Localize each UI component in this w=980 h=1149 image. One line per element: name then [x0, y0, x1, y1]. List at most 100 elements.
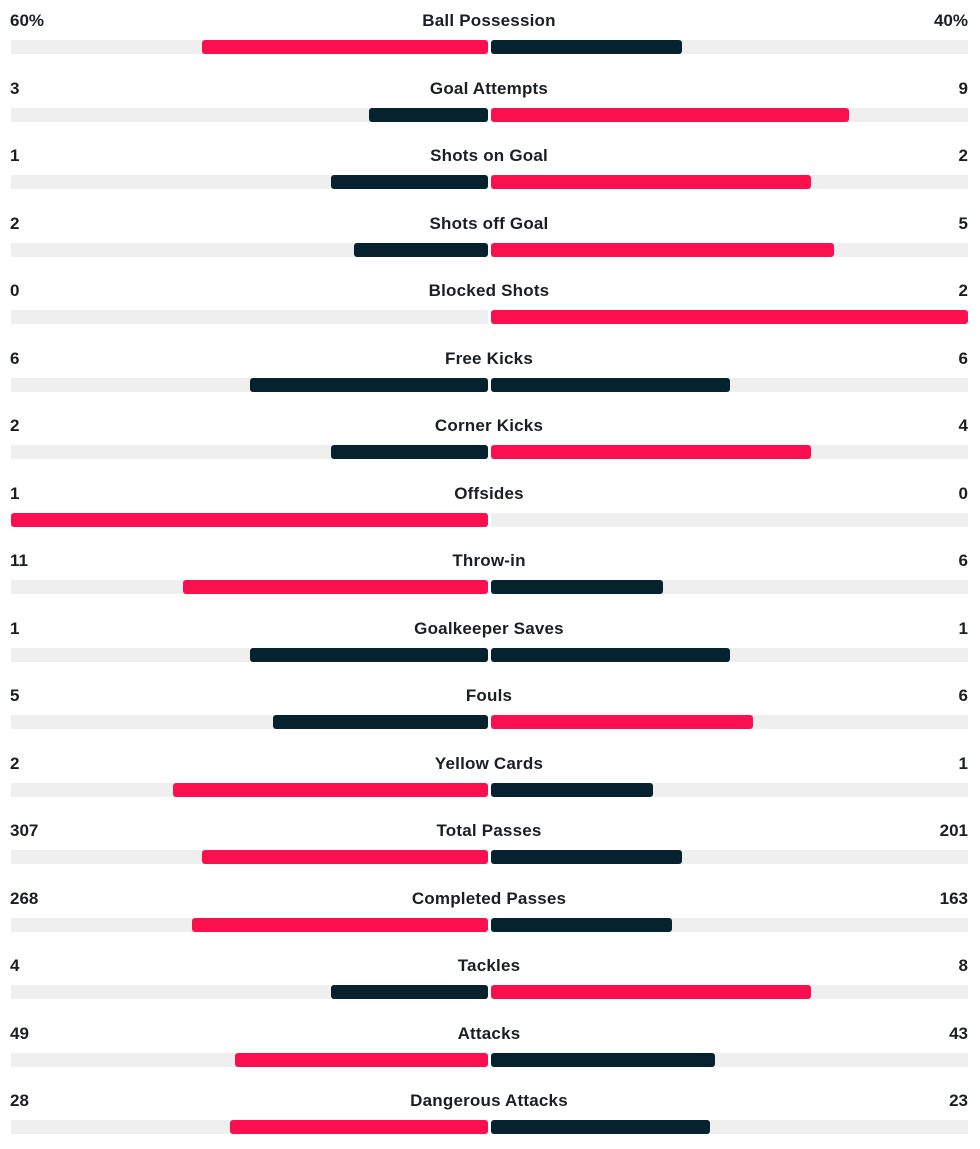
home-bar [330, 985, 488, 999]
home-value: 60% [10, 11, 45, 30]
stat-label: Completed Passes [411, 888, 567, 908]
home-value: 1 [10, 483, 20, 503]
away-bar [491, 445, 811, 459]
stat-label: Dangerous Attacks [410, 1091, 568, 1110]
home-bar-track [11, 175, 488, 189]
away-value: 9 [958, 78, 968, 98]
away-bar-track [491, 377, 968, 392]
home-bar-track [11, 310, 488, 324]
away-bar-track [491, 175, 968, 189]
away-bar-track [491, 850, 968, 864]
home-bar [182, 580, 488, 594]
home-bar-track [11, 647, 488, 662]
home-value: 2 [10, 416, 20, 435]
away-value: 40% [933, 11, 968, 30]
home-bar [368, 107, 488, 122]
away-bar-track [491, 512, 968, 527]
stat-label: Shots off Goal [429, 213, 549, 233]
away-bar [491, 580, 663, 594]
home-bar [192, 917, 488, 932]
home-value: 4 [10, 956, 20, 975]
stat-label: Goalkeeper Saves [414, 618, 564, 638]
home-bar-track [11, 377, 488, 392]
away-bar [491, 107, 849, 122]
stat-label: Ball Possession [422, 11, 556, 30]
home-value: 5 [10, 686, 20, 705]
stat-row-free-kicks: 6 Free Kicks 6 [0, 338, 980, 392]
stat-label: Free Kicks [445, 348, 533, 368]
home-bar-track [11, 445, 488, 459]
away-bar [491, 917, 673, 932]
away-value: 8 [958, 956, 968, 975]
home-value: 1 [10, 146, 20, 165]
away-bar-track [491, 107, 968, 122]
stat-label: Shots on Goal [430, 146, 548, 165]
stat-label: Fouls [465, 686, 513, 705]
home-bar [11, 512, 488, 527]
away-bar [491, 715, 754, 729]
home-bar [330, 445, 488, 459]
away-bar [491, 175, 811, 189]
home-bar-track [11, 917, 488, 932]
away-bar [491, 310, 968, 324]
away-bar-track [491, 242, 968, 257]
home-bar [273, 715, 488, 729]
stat-row-ball-possession: 60% Ball Possession 40% [0, 0, 980, 54]
home-bar-track [11, 782, 488, 797]
home-bar [235, 1052, 488, 1067]
stat-label: Throw-in [452, 551, 526, 570]
home-bar [330, 175, 488, 189]
stat-label: Blocked Shots [428, 281, 550, 300]
stat-row-throw-in: 11 Throw-in 6 [0, 540, 980, 594]
away-bar-track [491, 445, 968, 459]
stat-row-blocked-shots: 0 Blocked Shots 2 [0, 270, 980, 324]
home-value: 268 [10, 888, 39, 908]
away-value: 2 [958, 281, 968, 300]
home-bar-track [11, 107, 488, 122]
away-value: 201 [939, 821, 968, 840]
home-bar-track [11, 1120, 488, 1134]
away-bar [491, 40, 682, 54]
stat-row-goalkeeper-saves: 1 Goalkeeper Saves 1 [0, 608, 980, 662]
away-bar [491, 782, 654, 797]
stat-row-shots-off-goal: 2 Shots off Goal 5 [0, 203, 980, 257]
stat-label: Goal Attempts [429, 78, 549, 98]
home-bar [249, 647, 488, 662]
away-bar [491, 1052, 716, 1067]
home-bar [230, 1120, 488, 1134]
stat-row-completed-passes: 268 Completed Passes 163 [0, 878, 980, 932]
stat-label: Yellow Cards [434, 753, 544, 773]
stat-row-fouls: 5 Fouls 6 [0, 675, 980, 729]
away-bar [491, 1120, 711, 1134]
away-value: 5 [958, 213, 968, 233]
home-value: 2 [10, 213, 20, 233]
stat-label: Total Passes [436, 821, 542, 840]
home-bar-track [11, 985, 488, 999]
stat-row-dangerous-attacks: 28 Dangerous Attacks 23 [0, 1080, 980, 1134]
stat-row-offsides: 1 Offsides 0 [0, 473, 980, 527]
stat-row-goal-attempts: 3 Goal Attempts 9 [0, 68, 980, 122]
away-value: 6 [958, 348, 968, 368]
away-bar-track [491, 1120, 968, 1134]
away-value: 163 [939, 888, 968, 908]
home-bar [249, 377, 488, 392]
away-bar-track [491, 782, 968, 797]
home-bar [354, 242, 488, 257]
away-bar [491, 242, 835, 257]
home-value: 1 [10, 618, 20, 638]
home-bar-track [11, 512, 488, 527]
away-bar [491, 985, 811, 999]
away-bar-track [491, 1052, 968, 1067]
home-value: 28 [10, 1091, 29, 1110]
home-bar-track [11, 850, 488, 864]
stat-label: Tackles [457, 956, 521, 975]
home-value: 307 [10, 821, 39, 840]
away-bar-track [491, 310, 968, 324]
away-bar-track [491, 40, 968, 54]
home-bar [201, 40, 488, 54]
home-value: 49 [10, 1023, 29, 1043]
away-bar-track [491, 917, 968, 932]
home-bar-track [11, 242, 488, 257]
stat-row-yellow-cards: 2 Yellow Cards 1 [0, 743, 980, 797]
